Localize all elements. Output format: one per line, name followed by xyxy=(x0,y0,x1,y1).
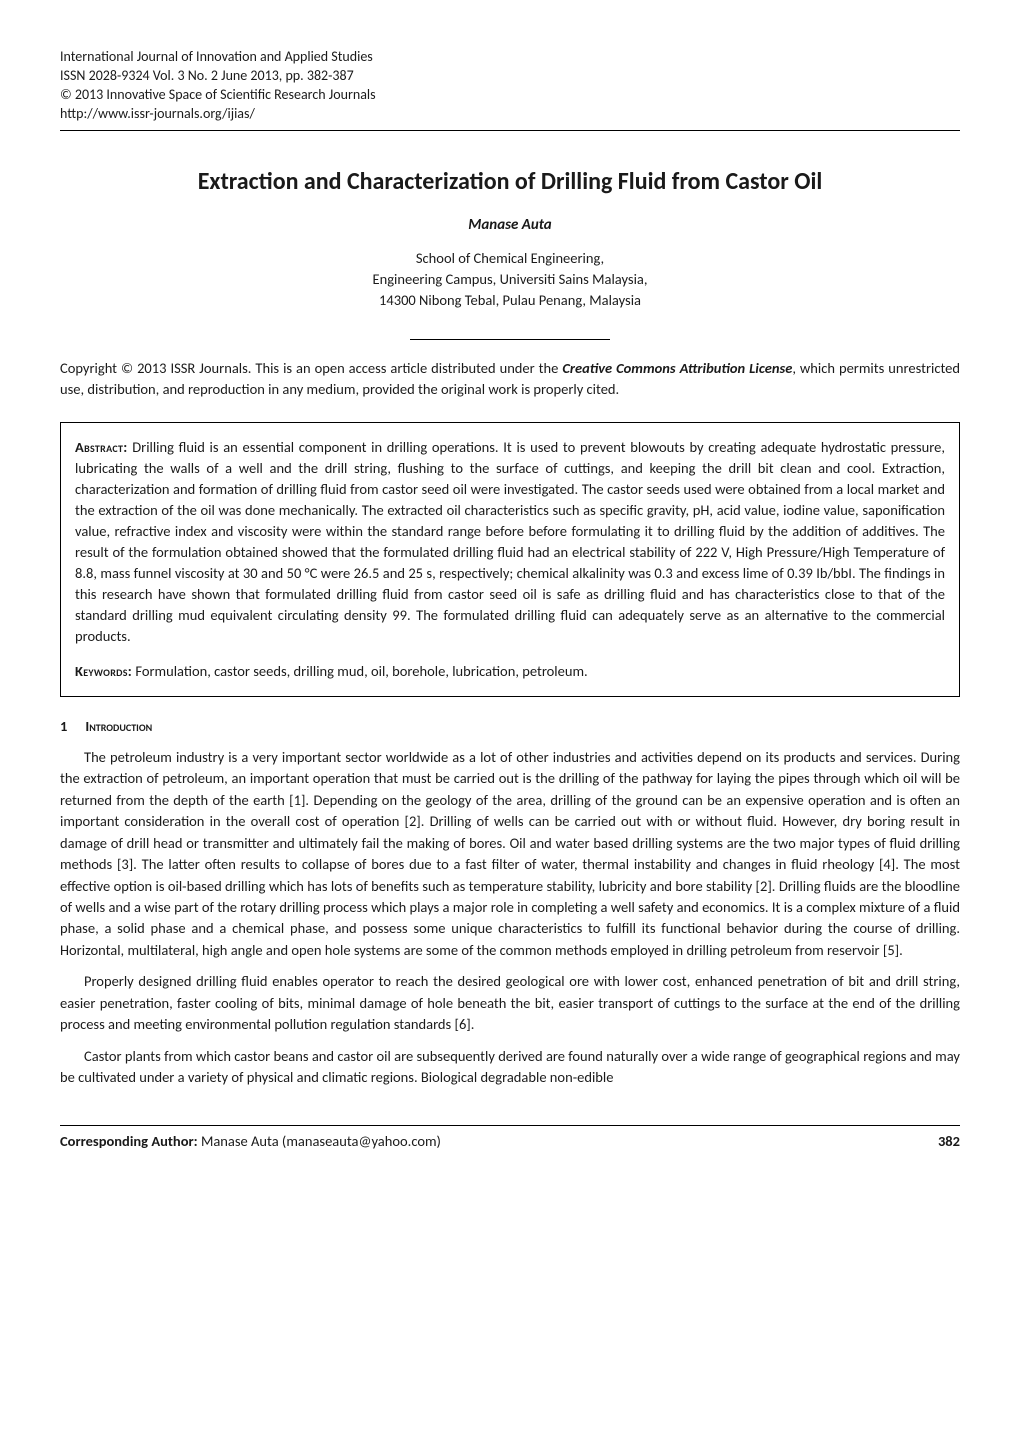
affiliation-line-3: 14300 Nibong Tebal, Pulau Penang, Malays… xyxy=(60,290,960,311)
abstract-label: Abstract: xyxy=(75,438,128,456)
body-paragraph-2: Properly designed drilling fluid enables… xyxy=(60,971,960,1035)
keywords-label: Keywords: xyxy=(75,662,132,680)
paper-title: Extraction and Characterization of Drill… xyxy=(60,167,960,196)
issn-line: ISSN 2028-9324 Vol. 3 No. 2 June 2013, p… xyxy=(60,67,960,86)
affiliation-line-2: Engineering Campus, Universiti Sains Mal… xyxy=(60,269,960,290)
author-name: Manase Auta xyxy=(60,216,960,234)
section-heading-1: 1 Introduction xyxy=(60,717,960,735)
corresponding-label: Corresponding Author: xyxy=(60,1132,198,1150)
separator-line xyxy=(410,339,610,340)
section-number: 1 xyxy=(60,717,67,735)
corresponding-author: Corresponding Author: Manase Auta (manas… xyxy=(60,1132,441,1150)
page-number: 382 xyxy=(938,1132,960,1150)
section-title: Introduction xyxy=(85,717,152,735)
page-footer: Corresponding Author: Manase Auta (manas… xyxy=(60,1125,960,1150)
abstract-box: Abstract: Drilling fluid is an essential… xyxy=(60,422,960,697)
body-paragraph-3: Castor plants from which castor beans an… xyxy=(60,1046,960,1089)
license-name: Creative Commons Attribution License xyxy=(562,359,792,377)
copyright-notice: Copyright © 2013 ISSR Journals. This is … xyxy=(60,358,960,400)
affiliation-line-1: School of Chemical Engineering, xyxy=(60,248,960,269)
journal-name: International Journal of Innovation and … xyxy=(60,48,960,67)
abstract-paragraph: Abstract: Drilling fluid is an essential… xyxy=(75,437,945,647)
body-paragraph-1: The petroleum industry is a very importa… xyxy=(60,747,960,962)
journal-url: http://www.issr-journals.org/ijias/ xyxy=(60,105,960,124)
copyright-prefix: Copyright © 2013 ISSR Journals. This is … xyxy=(60,359,562,377)
header-rule xyxy=(60,130,960,131)
corresponding-text: Manase Auta (manaseauta@yahoo.com) xyxy=(198,1132,441,1150)
keywords-text: Formulation, castor seeds, drilling mud,… xyxy=(132,662,588,680)
header-copyright: © 2013 Innovative Space of Scientific Re… xyxy=(60,86,960,105)
affiliation: School of Chemical Engineering, Engineer… xyxy=(60,248,960,311)
abstract-text: Drilling fluid is an essential component… xyxy=(75,438,945,645)
keywords-paragraph: Keywords: Formulation, castor seeds, dri… xyxy=(75,661,945,682)
